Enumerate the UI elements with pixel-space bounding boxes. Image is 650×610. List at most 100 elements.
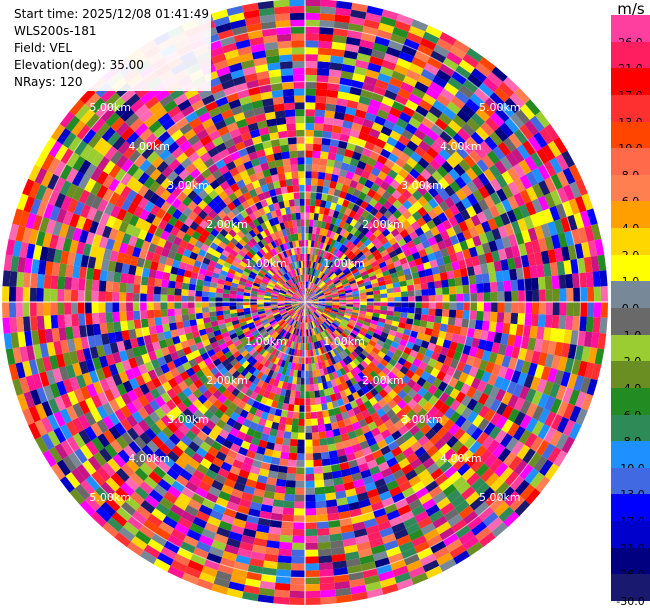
velocity-gate bbox=[47, 414, 60, 431]
velocity-gate bbox=[114, 422, 127, 436]
velocity-gate bbox=[388, 267, 397, 275]
velocity-gate bbox=[380, 148, 392, 159]
velocity-gate bbox=[146, 440, 159, 453]
velocity-gate bbox=[509, 475, 525, 491]
velocity-gate bbox=[367, 531, 382, 542]
velocity-gate bbox=[369, 55, 384, 67]
velocity-gate bbox=[406, 378, 417, 389]
velocity-gate bbox=[287, 459, 297, 467]
velocity-gate bbox=[454, 90, 470, 104]
velocity-gate bbox=[314, 486, 326, 495]
velocity-gate bbox=[166, 421, 179, 434]
velocity-gate bbox=[342, 357, 350, 366]
velocity-gate bbox=[404, 323, 413, 331]
velocity-gate bbox=[174, 288, 182, 296]
velocity-gate bbox=[263, 359, 271, 368]
velocity-gate bbox=[306, 288, 309, 296]
velocity-gate bbox=[257, 355, 265, 364]
velocity-gate bbox=[226, 325, 235, 332]
velocity-gate bbox=[473, 445, 487, 459]
velocity-gate bbox=[99, 378, 110, 392]
velocity-gate bbox=[125, 458, 140, 473]
velocity-gate bbox=[376, 439, 388, 450]
velocity-gate bbox=[243, 342, 252, 350]
velocity-gate bbox=[198, 480, 212, 493]
velocity-gate bbox=[218, 520, 233, 532]
velocity-gate bbox=[256, 474, 268, 484]
velocity-gate bbox=[336, 354, 343, 362]
velocity-gate bbox=[181, 289, 189, 296]
velocity-gate bbox=[211, 479, 224, 491]
velocity-gate bbox=[278, 336, 285, 344]
velocity-gate bbox=[191, 364, 201, 374]
velocity-gate bbox=[335, 153, 345, 163]
velocity-gate bbox=[519, 103, 536, 120]
velocity-gate bbox=[311, 171, 319, 179]
velocity-gate bbox=[192, 398, 203, 410]
velocity-gate bbox=[356, 345, 364, 353]
velocity-gate bbox=[331, 291, 339, 295]
velocity-gate bbox=[326, 159, 336, 168]
velocity-gate bbox=[465, 423, 478, 437]
velocity-gate bbox=[455, 391, 466, 404]
velocity-gate bbox=[456, 293, 464, 302]
velocity-gate bbox=[318, 304, 326, 308]
velocity-gate bbox=[325, 303, 333, 305]
velocity-gate bbox=[254, 353, 262, 361]
velocity-gate bbox=[387, 152, 399, 164]
velocity-gate bbox=[379, 284, 387, 291]
velocity-gate bbox=[253, 319, 261, 325]
velocity-gate bbox=[489, 458, 503, 473]
velocity-gate bbox=[131, 454, 145, 468]
velocity-gate bbox=[480, 121, 495, 137]
velocity-gate bbox=[181, 397, 193, 408]
velocity-gate bbox=[291, 312, 297, 319]
velocity-gate bbox=[343, 284, 351, 290]
velocity-gate bbox=[318, 555, 333, 564]
velocity-gate bbox=[302, 308, 305, 316]
velocity-gate bbox=[348, 343, 357, 351]
velocity-gate bbox=[538, 408, 551, 424]
velocity-gate bbox=[249, 465, 261, 475]
velocity-gate bbox=[532, 405, 545, 421]
velocity-gate bbox=[428, 485, 443, 499]
velocity-gate bbox=[361, 169, 371, 180]
velocity-gate bbox=[85, 475, 101, 491]
velocity-gate bbox=[333, 28, 349, 37]
velocity-gate bbox=[451, 519, 467, 533]
velocity-gate bbox=[305, 584, 321, 592]
velocity-gate bbox=[312, 313, 318, 320]
velocity-gate bbox=[311, 284, 317, 291]
velocity-gate bbox=[308, 233, 313, 241]
velocity-gate bbox=[404, 469, 418, 481]
velocity-gate bbox=[195, 341, 205, 350]
velocity-gate bbox=[256, 524, 270, 534]
velocity-gate bbox=[360, 360, 369, 369]
velocity-gate bbox=[333, 355, 340, 364]
velocity-gate bbox=[470, 214, 482, 227]
velocity-gate bbox=[305, 302, 309, 308]
velocity-gate bbox=[132, 423, 145, 437]
velocity-gate bbox=[443, 143, 456, 156]
velocity-gate bbox=[419, 37, 437, 51]
velocity-gate bbox=[260, 411, 269, 420]
velocity-gate bbox=[417, 408, 428, 419]
velocity-gate bbox=[206, 331, 215, 339]
velocity-gate bbox=[98, 302, 106, 313]
velocity-gate bbox=[245, 363, 253, 372]
velocity-gate bbox=[322, 346, 328, 354]
velocity-gate bbox=[353, 299, 361, 302]
velocity-gate bbox=[516, 144, 531, 160]
velocity-gate bbox=[436, 222, 447, 234]
velocity-gate bbox=[466, 193, 478, 206]
velocity-gate bbox=[481, 320, 490, 332]
velocity-gate bbox=[307, 267, 311, 275]
velocity-gate bbox=[342, 120, 354, 130]
velocity-gate bbox=[317, 234, 323, 243]
velocity-gate bbox=[325, 492, 337, 501]
velocity-gate bbox=[372, 42, 388, 54]
velocity-gate bbox=[517, 313, 526, 325]
velocity-gate bbox=[458, 220, 469, 232]
velocity-gate bbox=[180, 340, 190, 349]
velocity-gate bbox=[436, 426, 449, 439]
